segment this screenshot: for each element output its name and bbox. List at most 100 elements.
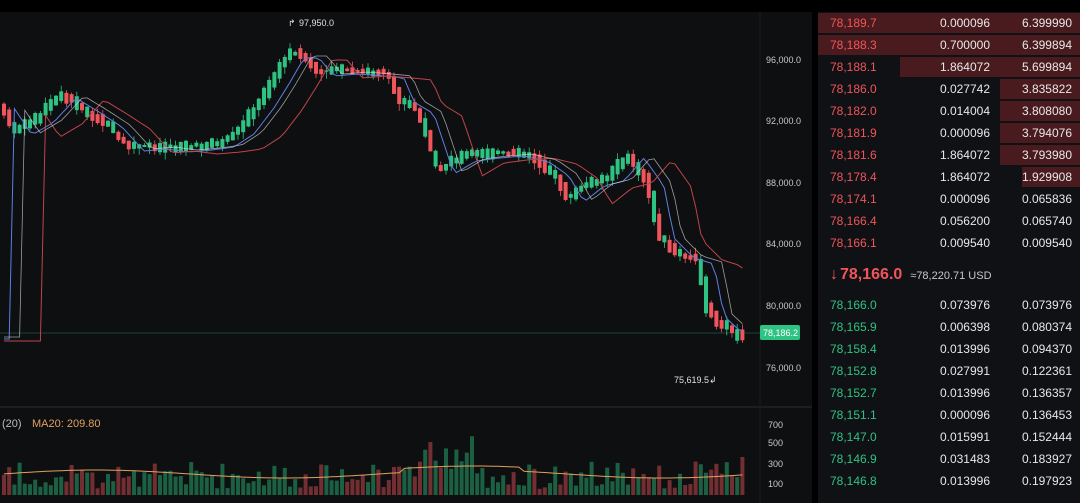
ask-row[interactable]: 78,188.3 0.700000 6.399894	[818, 34, 1080, 56]
candlestick-chart-svg[interactable]: 96,000.0 92,000.0 88,000.0 84,000.0 80,0…	[0, 12, 812, 503]
bid-amount: 0.013996	[939, 342, 990, 356]
volume-bar	[59, 476, 64, 495]
volume-bar	[371, 464, 376, 495]
bid-row[interactable]: 78,165.9 0.006398 0.080374	[818, 316, 1080, 338]
ask-row[interactable]: 78,182.0 0.014004 3.808080	[818, 100, 1080, 122]
volume-bar	[730, 475, 734, 495]
volume-bar	[194, 470, 199, 495]
volume-bar	[48, 485, 53, 495]
volume-bar	[111, 481, 116, 495]
ask-row[interactable]: 78,188.1 1.864072 5.699894	[818, 56, 1080, 78]
ask-row[interactable]: 78,189.7 0.000096 6.399990	[818, 12, 1080, 34]
volume-bar	[553, 466, 558, 495]
ask-row[interactable]: 78,181.9 0.000096 3.794076	[818, 122, 1080, 144]
high-marker-icon: ↱	[288, 18, 296, 28]
volume-bar	[241, 478, 246, 495]
candle-body	[90, 110, 95, 121]
candle-body	[641, 169, 646, 183]
volume-bar	[324, 465, 329, 495]
candle-body	[397, 87, 402, 105]
volume-bar	[683, 485, 688, 495]
ask-amount: 0.056200	[939, 214, 990, 228]
volume-bar	[631, 468, 636, 495]
last-price-row: ↓ 78,166.0 ≈78,220.71 USD	[830, 266, 992, 284]
volume-bar	[350, 479, 355, 495]
candle-body	[334, 66, 339, 72]
volume-bar	[262, 485, 266, 495]
candles-group	[2, 43, 745, 344]
bid-row[interactable]: 78,151.1 0.000096 0.136453	[818, 404, 1080, 426]
ask-price: 78,189.7	[830, 16, 877, 30]
volume-bar	[496, 482, 500, 495]
price-axis-label: 80,000.0	[766, 301, 801, 311]
candle-body	[38, 113, 43, 124]
ask-row[interactable]: 78,181.6 1.864072 3.793980	[818, 144, 1080, 166]
volume-bar	[168, 470, 173, 495]
bid-row[interactable]: 78,152.7 0.013996 0.136357	[818, 382, 1080, 404]
volume-bar	[605, 467, 610, 495]
volume-bar	[636, 477, 641, 495]
volume-bar	[272, 465, 277, 495]
candle-body	[594, 179, 599, 186]
bid-price: 78,151.1	[830, 408, 877, 422]
candle-body	[85, 106, 90, 118]
volume-bar	[7, 467, 12, 495]
candle-body	[428, 130, 433, 152]
volume-bar	[620, 472, 625, 495]
candle-body	[262, 87, 266, 106]
candle-body	[272, 72, 277, 88]
candle-body	[345, 68, 350, 72]
volume-bar	[366, 481, 370, 495]
volume-bar	[558, 484, 563, 495]
candle-body	[511, 148, 516, 156]
bid-amount: 0.013996	[939, 474, 990, 488]
volume-ma-line	[3, 465, 743, 479]
candle-body	[646, 172, 651, 198]
volume-bar	[137, 486, 142, 495]
ask-row[interactable]: 78,166.4 0.056200 0.065740	[818, 210, 1080, 232]
candle-body	[366, 67, 370, 75]
volume-bar	[459, 461, 464, 495]
volume-bar	[121, 477, 126, 495]
ask-row[interactable]: 78,186.0 0.027742 3.835822	[818, 78, 1080, 100]
volume-bar	[282, 467, 287, 495]
bid-row[interactable]: 78,147.0 0.015991 0.152444	[818, 426, 1080, 448]
candle-body	[631, 153, 636, 167]
candle-body	[64, 92, 69, 104]
candle-body	[381, 68, 386, 75]
bid-row[interactable]: 78,158.4 0.013996 0.094370	[818, 338, 1080, 360]
price-chart[interactable]: 96,000.0 92,000.0 88,000.0 84,000.0 80,0…	[0, 12, 812, 503]
candle-body	[574, 187, 578, 200]
volume-bar	[199, 472, 204, 495]
candle-body	[184, 140, 188, 152]
candle-body	[277, 62, 282, 79]
volume-bar	[438, 467, 443, 495]
ask-row[interactable]: 78,174.1 0.000096 0.065836	[818, 188, 1080, 210]
volume-bar	[100, 482, 105, 495]
candle-body	[371, 70, 376, 77]
volume-bar	[657, 465, 662, 495]
volume-bar	[714, 463, 719, 495]
volume-bar	[256, 471, 261, 495]
candle-body	[121, 136, 126, 144]
volume-bar	[2, 474, 6, 495]
ma-slow-line	[4, 59, 743, 342]
volume-bar	[392, 466, 396, 495]
volume-bar	[584, 477, 589, 495]
candle-body	[100, 114, 105, 126]
ask-row[interactable]: 78,178.4 1.864072 1.929908	[818, 166, 1080, 188]
ask-row[interactable]: 78,166.1 0.009540 0.009540	[818, 232, 1080, 254]
bid-row[interactable]: 78,146.9 0.031483 0.183927	[818, 448, 1080, 470]
volume-bar	[542, 487, 547, 495]
volume-bar	[719, 473, 724, 495]
volume-bar	[163, 471, 168, 495]
volume-bar	[693, 461, 698, 495]
candle-body	[537, 154, 542, 168]
volume-bar	[12, 484, 17, 495]
ask-amount: 0.000096	[939, 126, 990, 140]
candle-body	[158, 143, 162, 153]
bid-row[interactable]: 78,146.8 0.013996 0.197923	[818, 470, 1080, 492]
bid-row[interactable]: 78,152.8 0.027991 0.122361	[818, 360, 1080, 382]
candle-body	[672, 243, 677, 256]
bid-row[interactable]: 78,166.0 0.073976 0.073976	[818, 294, 1080, 316]
